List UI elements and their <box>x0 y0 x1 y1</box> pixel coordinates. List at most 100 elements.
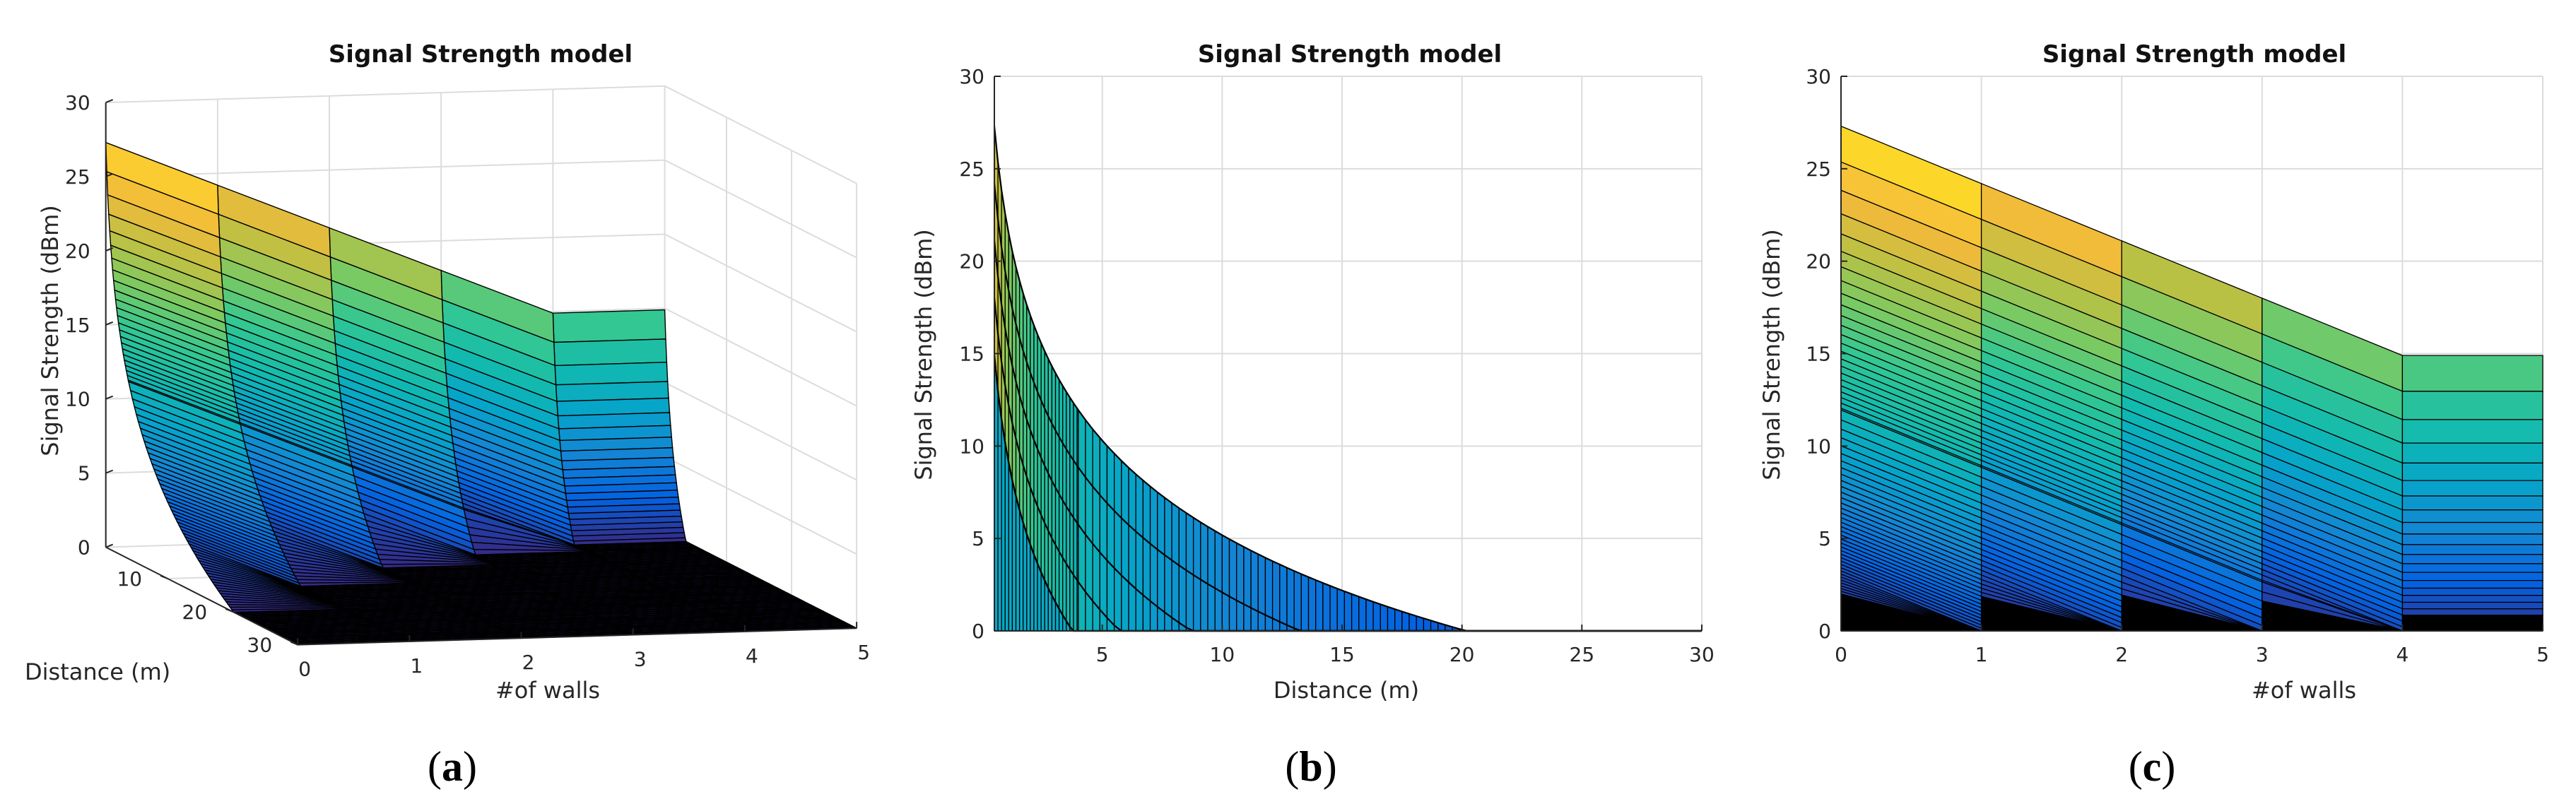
z-tick <box>105 247 114 252</box>
surface-slice <box>1351 593 1360 632</box>
surface-band <box>2401 521 2543 535</box>
surface-patch <box>552 309 666 343</box>
caption-a: (a) <box>428 743 477 790</box>
y-tick-label: 5 <box>1818 527 1831 550</box>
w-tick-label: 4 <box>746 644 758 668</box>
surface-band <box>2401 579 2543 589</box>
chart-c-surface <box>1840 125 2543 632</box>
x-tick-label: 3 <box>2256 643 2269 666</box>
surface-slice <box>1380 603 1389 632</box>
chart-c-axes: 0 1 2 3 4 5 0 5 10 15 20 25 30 <box>1806 65 2549 666</box>
surface-slice <box>1142 479 1151 632</box>
x-tick-label: 2 <box>2115 643 2128 666</box>
surface-slice <box>1128 466 1136 632</box>
surface-slice <box>1250 550 1259 632</box>
surface-slice <box>1207 526 1216 632</box>
z-tick <box>105 173 114 177</box>
d-tick-label: 30 <box>247 634 273 657</box>
surface-slice <box>1099 436 1108 632</box>
d-tick-label: 10 <box>117 567 142 591</box>
x-tick-label: 1 <box>1975 643 1988 666</box>
x-tick-label: 4 <box>2396 643 2409 666</box>
surface-slice <box>1264 557 1274 632</box>
surface-slice <box>1387 605 1396 632</box>
surface-slice <box>1236 542 1245 632</box>
z-tick-label: 25 <box>65 165 90 189</box>
chart-a-surface <box>105 141 857 646</box>
w-tick-label: 0 <box>298 658 311 681</box>
surface-slice <box>1329 585 1338 632</box>
chart-b-surface <box>993 126 1702 632</box>
z-tick <box>105 321 114 326</box>
surface-slice <box>1192 516 1201 632</box>
surface-band <box>2401 533 2543 545</box>
surface-slice-low <box>1040 572 1045 632</box>
x-tick-label: 0 <box>1835 643 1847 666</box>
z-tick-label: 20 <box>65 240 90 263</box>
surface-slice <box>1315 579 1324 632</box>
surface-band <box>2401 391 2543 420</box>
surface-band <box>2401 495 2543 511</box>
chart-b-ylabel: Signal Strength (dBm) <box>910 229 937 480</box>
y-tick-label: 15 <box>1806 343 1831 366</box>
x-tick-label: 20 <box>1449 643 1475 666</box>
surface-slice <box>1200 521 1208 632</box>
surface-slice-low <box>1030 544 1035 632</box>
x-tick-label: 5 <box>2536 643 2549 666</box>
y-tick-label: 15 <box>959 343 984 366</box>
z-tick-label: 0 <box>78 536 90 560</box>
surface-slice <box>1078 408 1086 632</box>
surface-band <box>2401 509 2543 524</box>
surface-band <box>2401 608 2543 616</box>
chart-c-xlabel: #of walls <box>2252 677 2356 704</box>
surface-band <box>2401 480 2543 497</box>
surface-slice <box>1171 502 1180 632</box>
surface-band <box>2401 442 2543 464</box>
surface-slice <box>1214 530 1223 632</box>
surface-slice <box>1243 545 1252 632</box>
z-tick-label: 30 <box>65 91 90 114</box>
surface-slice <box>1279 563 1288 632</box>
surface-patch <box>553 338 668 367</box>
surface-band <box>2401 554 2543 564</box>
y-tick-label: 0 <box>972 620 984 643</box>
surface-slice <box>1336 588 1346 632</box>
caption-b-letter: b <box>1299 743 1322 790</box>
surface-band <box>2401 572 2543 581</box>
x-tick-label: 15 <box>1329 643 1355 666</box>
surface-slice-low <box>997 391 1002 632</box>
surface-slice-low <box>1037 563 1042 632</box>
surface-band <box>2401 563 2543 573</box>
chart-a-xlabel: Distance (m) <box>25 658 170 685</box>
d-tick-label: 20 <box>182 601 208 624</box>
surface-slice <box>1228 538 1237 632</box>
z-gridline <box>105 85 857 184</box>
surface-slice <box>1322 582 1331 632</box>
z-tick-label: 10 <box>65 388 90 411</box>
y-tick-label: 0 <box>1818 620 1831 643</box>
surface-slice <box>1343 591 1353 632</box>
surface-band <box>2401 614 2543 622</box>
w-tick-label: 2 <box>522 651 535 674</box>
surface-band <box>2401 620 2543 627</box>
surface-slice-low <box>1001 419 1006 632</box>
surface-slice <box>1149 485 1158 632</box>
w-tick-label: 1 <box>410 654 423 678</box>
surface-slice <box>1114 452 1122 632</box>
z-tick <box>105 99 114 104</box>
y-tick-label: 10 <box>1806 434 1831 458</box>
surface-slice <box>1394 608 1403 632</box>
x-tick-label: 25 <box>1570 643 1595 666</box>
surface-slice <box>1121 459 1129 632</box>
z-tick-label: 15 <box>65 314 90 337</box>
surface-slice <box>1073 401 1078 632</box>
z-tick <box>105 469 114 474</box>
w-tick-label: 5 <box>857 641 869 664</box>
surface-slice <box>1300 573 1310 632</box>
surface-slice-low <box>1004 443 1010 632</box>
d-tick <box>225 608 233 613</box>
chart-a-3d-surface: Signal Strength model 051015202530102030… <box>25 40 869 790</box>
surface-slice <box>1372 601 1381 632</box>
surface-slice <box>1257 553 1266 632</box>
chart-c-ylabel: Signal Strength (dBm) <box>1758 229 1785 480</box>
